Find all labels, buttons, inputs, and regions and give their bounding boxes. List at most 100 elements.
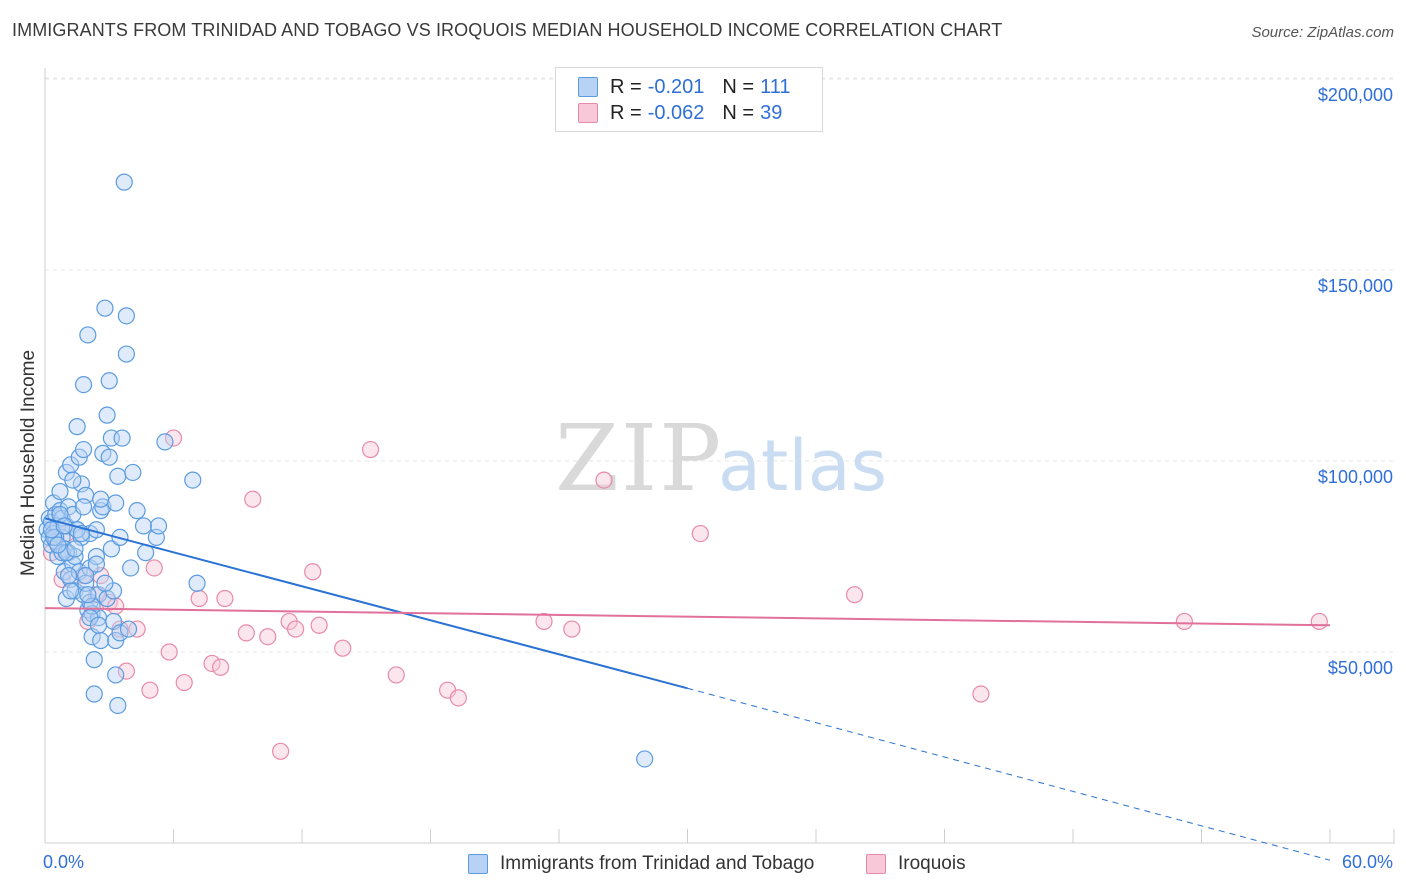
trinidad-point (134, 517, 153, 535)
trinidad-point (85, 685, 103, 703)
bottom-legend-iroquois: Iroquois (866, 852, 966, 876)
trinidad-point (55, 517, 73, 535)
legend-n-label: N = (722, 101, 755, 124)
trinidad-point (100, 372, 118, 390)
trinidad-point (184, 471, 202, 489)
y-tick-label: $100,000 (1317, 467, 1393, 487)
trinidad-point (109, 696, 127, 715)
trinidad-point (117, 307, 135, 325)
trinidad-point (77, 566, 95, 585)
bottom-legend-swatch-pink (866, 854, 886, 874)
legend-n-value: 39 (760, 101, 783, 124)
trinidad-point (100, 448, 118, 466)
iroquois-point (1175, 612, 1193, 631)
watermark-atlas: atlas (718, 425, 887, 507)
trinidad-point (107, 494, 125, 512)
iroquois-point (117, 662, 135, 680)
axes (44, 68, 1395, 844)
trinidad-trend-line-dashed (687, 687, 1331, 861)
iroquois-point (175, 673, 193, 692)
trinidad-point (49, 536, 67, 554)
trend-lines (44, 517, 1331, 861)
trinidad-point (51, 482, 69, 501)
legend-n-value: 111 (760, 75, 791, 98)
iroquois-point (286, 620, 305, 638)
trinidad-point (128, 502, 146, 520)
trinidad-point (62, 582, 80, 600)
trinidad-point (102, 540, 120, 558)
iroquois-point (304, 563, 322, 581)
iroquois-point (164, 429, 183, 447)
trinidad-point (113, 429, 131, 447)
trinidad-point (156, 433, 174, 451)
trinidad-point (59, 566, 78, 585)
iroquois-point (449, 689, 467, 707)
iroquois-point (244, 490, 262, 508)
trinidad-point (87, 555, 106, 573)
trinidad-point (107, 666, 125, 684)
bottom-legend-trinidad: Immigrants from Trinidad and Tobago (468, 852, 814, 876)
trinidad-point (85, 651, 103, 669)
trinidad-point (79, 586, 97, 604)
iroquois-point (387, 666, 405, 684)
trinidad-point (119, 620, 138, 638)
y-tick-label: $150,000 (1317, 276, 1393, 296)
correlation-legend: R = -0.201 N = 111 R = -0.062 N = 39 (555, 67, 823, 132)
legend-n-label: N = (722, 75, 755, 98)
trinidad-point (74, 440, 93, 459)
iroquois-point (160, 643, 178, 661)
trinidad-point (636, 750, 654, 768)
legend-swatch-pink (578, 103, 598, 123)
trinidad-point (111, 624, 129, 642)
iroquois-point (361, 440, 380, 459)
y-axis-label: Median Household Income (18, 349, 39, 576)
trinidad-point (96, 299, 114, 317)
bottom-legend-label-iroquois: Iroquois (898, 853, 966, 874)
trinidad-point (79, 326, 97, 344)
legend-r-label: R = (610, 101, 642, 124)
iroquois-point (845, 586, 864, 604)
legend-r-value: -0.201 (647, 75, 705, 98)
trinidad-point (74, 376, 93, 394)
trinidad-point (124, 463, 142, 482)
watermark: ZIP atlas (555, 405, 887, 512)
trinidad-point (109, 467, 127, 485)
iroquois-point (237, 624, 255, 642)
trinidad-point (149, 517, 168, 535)
trinidad-point (68, 418, 86, 436)
iroquois-point (271, 742, 290, 760)
trinidad-point (42, 521, 61, 539)
trinidad-trend-line (44, 517, 688, 690)
legend-swatch-blue (578, 77, 598, 97)
trinidad-point (122, 559, 140, 577)
y-tick-label: $50,000 (1327, 658, 1393, 678)
legend-r-label: R = (610, 75, 642, 98)
source-credit: Source: ZipAtlas.com (1251, 24, 1394, 41)
legend-row-trinidad: R = -0.201 N = 111 (578, 74, 809, 100)
chart-title: IMMIGRANTS FROM TRINIDAD AND TOBAGO VS I… (12, 20, 1003, 40)
trinidad-point (74, 498, 93, 516)
bottom-legend-swatch-blue (468, 854, 488, 874)
trinidad-points (38, 173, 654, 768)
iroquois-trend-line (44, 607, 1331, 627)
iroquois-point (1310, 612, 1328, 631)
trinidad-point (89, 616, 108, 634)
trinidad-point (92, 490, 110, 508)
iroquois-point (334, 639, 352, 657)
bottom-legend-label-trinidad: Immigrants from Trinidad and Tobago (500, 853, 815, 874)
gridlines (45, 77, 1395, 653)
iroquois-point (259, 628, 277, 646)
legend-r-value: -0.062 (647, 101, 705, 124)
iroquois-point (145, 559, 163, 577)
trinidad-point (66, 540, 84, 558)
iroquois-point (212, 658, 230, 676)
trinidad-point (115, 173, 133, 191)
iroquois-point (310, 616, 328, 634)
trinidad-point (96, 574, 114, 592)
iroquois-point (216, 589, 234, 608)
x-tick-label-min: 0.0% (43, 852, 85, 872)
iroquois-point (141, 681, 159, 699)
iroquois-point (190, 589, 208, 608)
trinidad-point (92, 631, 110, 650)
